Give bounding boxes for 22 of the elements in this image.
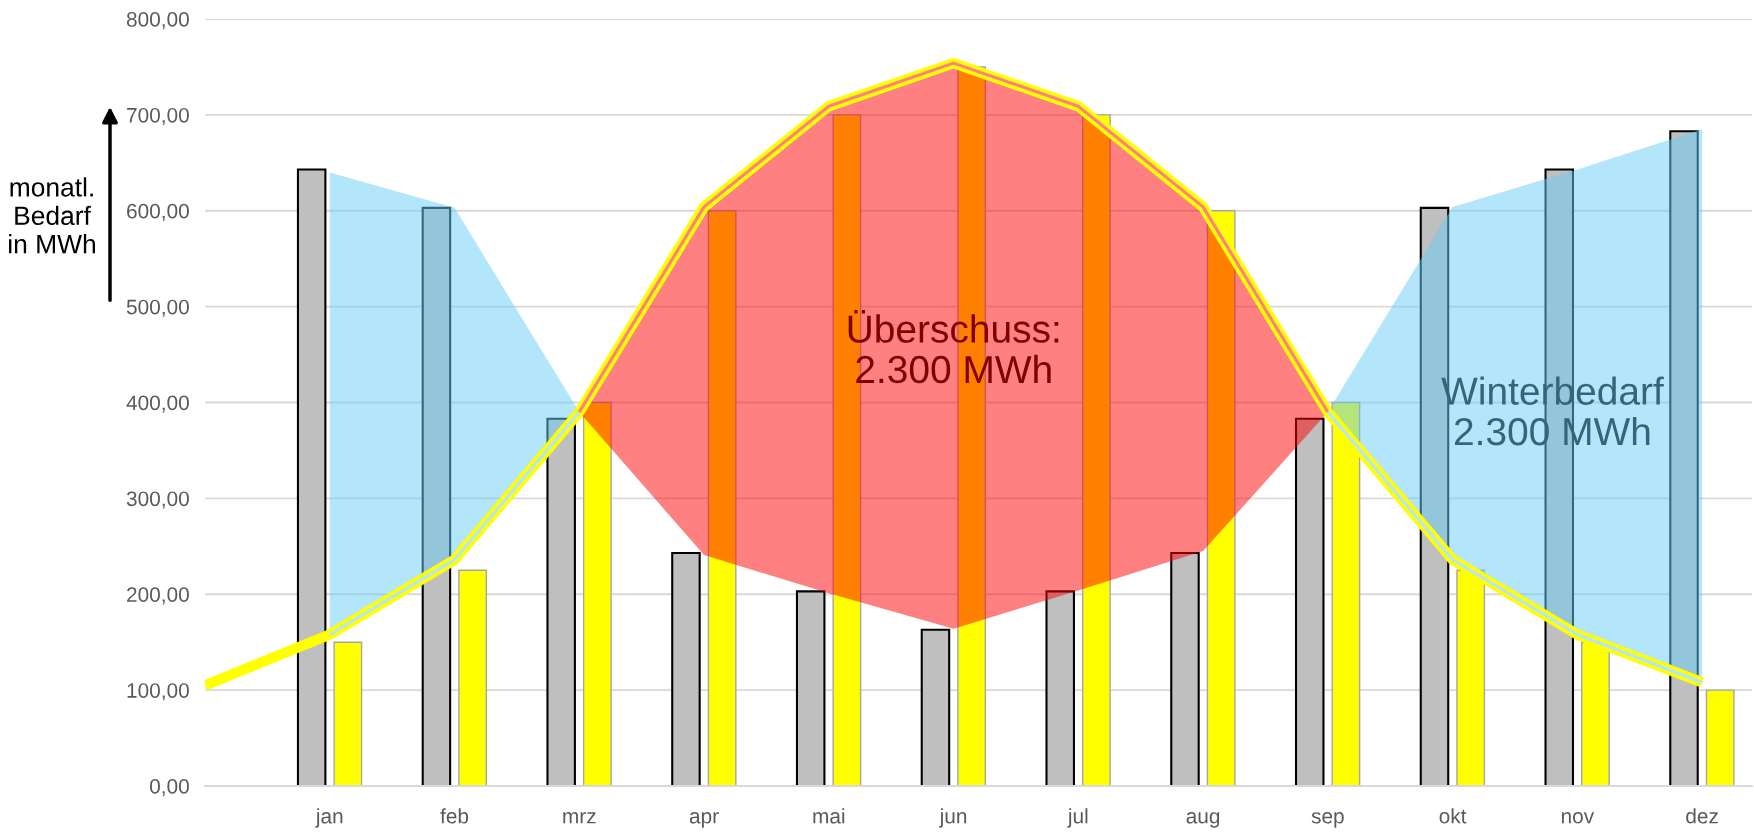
x-tick-label: nov [1561, 812, 1595, 824]
y-tick-label: 300,00 [126, 491, 189, 509]
y-tick-label: 100,00 [127, 683, 189, 701]
x-tick-label: jul [1067, 808, 1088, 828]
y-tick-label: 200,00 [127, 587, 189, 605]
x-tick-label: feb [440, 808, 469, 824]
x-tick-label: okt [1439, 808, 1467, 824]
y-tick-label: 800,00 [126, 12, 189, 30]
y-tick-label: 700,00 [127, 107, 189, 126]
x-tick-label: mrz [563, 812, 596, 824]
y-tick-label: 0,00 [149, 779, 189, 797]
x-tick-label: jun [939, 808, 967, 828]
x-tick-label: apr [689, 812, 719, 828]
y-tick-label: 400,00 [126, 395, 189, 413]
x-tick-label: mai [813, 808, 845, 824]
x-tick-label: aug [1186, 812, 1220, 828]
y-tick-label: 500,00 [126, 299, 189, 317]
x-tick-label: jan [315, 808, 343, 828]
y-tick-label: 600,00 [127, 203, 189, 221]
x-tick-label: sep [1311, 812, 1344, 828]
x-tick-label: dez [1686, 808, 1718, 824]
y-axis-title: monatl. Bedarf in MWh [9, 177, 96, 254]
